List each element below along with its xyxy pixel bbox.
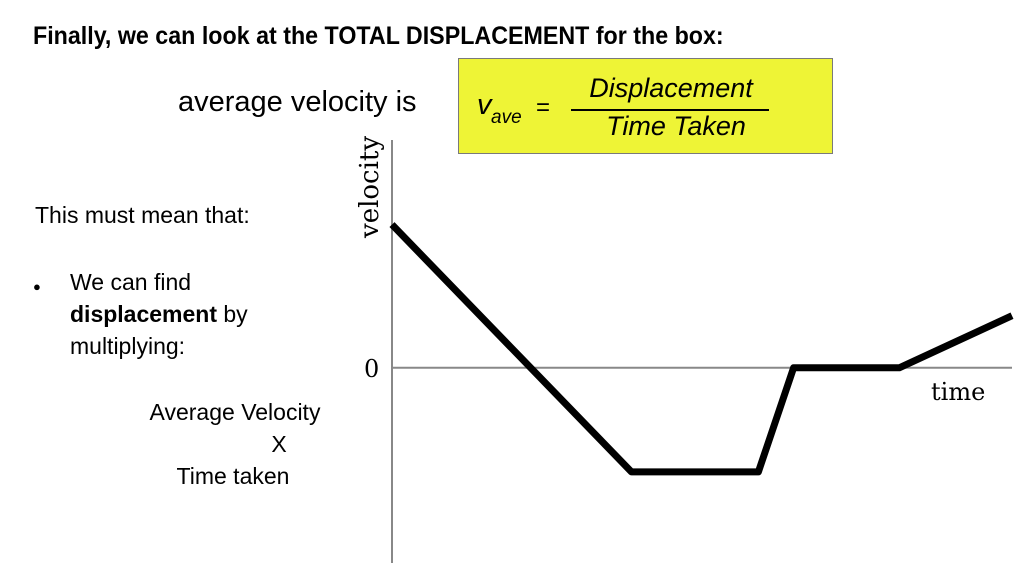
bullet-text-end: multiplying: [70,333,186,359]
x-axis-label: time [931,378,985,406]
bullet-text-mid: by [223,301,248,327]
page-heading: Finally, we can look at the TOTAL DISPLA… [33,22,724,50]
y-axis-label: velocity [355,136,385,239]
velocity-subscript: ave [491,107,522,128]
bullet-text: We can find displacement by multiplying: [70,266,310,362]
velocity-line [389,222,1014,476]
bullet-dot-icon: ● [33,279,41,294]
calc-times-symbol: X [271,431,287,457]
average-velocity-label: average velocity is [178,86,417,118]
fraction-numerator: Displacement [589,73,753,103]
fraction-denominator: Time Taken [606,111,746,141]
bullet-keyword: displacement [70,301,217,327]
velocity-symbol: v [477,89,492,121]
bullet-text-start: We can find [70,269,192,295]
calc-time-taken: Time taken [176,463,290,489]
calc-average-velocity: Average Velocity [149,399,321,425]
fraction-bar [571,109,769,111]
equals-sign: = [536,94,551,121]
origin-label: 0 [364,355,379,383]
intro-text: This must mean that: [35,202,250,228]
formula-box: v ave = Displacement Time Taken [458,58,833,154]
calculation-block: Average Velocity X Time taken [110,396,336,492]
